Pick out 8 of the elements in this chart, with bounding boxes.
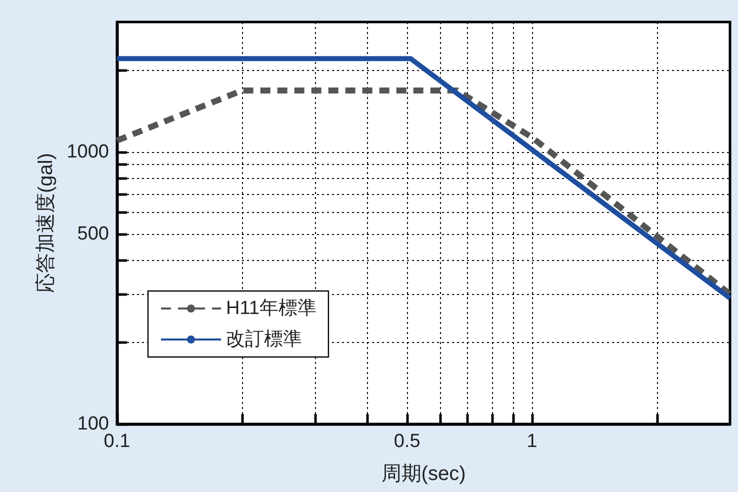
- legend-label: H11年標準: [226, 298, 316, 319]
- x-tick-label: 1: [526, 431, 538, 452]
- x-axis-title: 周期(sec): [381, 463, 466, 485]
- y-tick-label: 1000: [66, 141, 109, 162]
- legend-label: 改訂標準: [226, 329, 302, 350]
- x-tick-label: 0.5: [394, 431, 420, 452]
- y-tick-label: 500: [77, 223, 109, 244]
- y-axis-title: 応答加速度(gal): [34, 152, 57, 294]
